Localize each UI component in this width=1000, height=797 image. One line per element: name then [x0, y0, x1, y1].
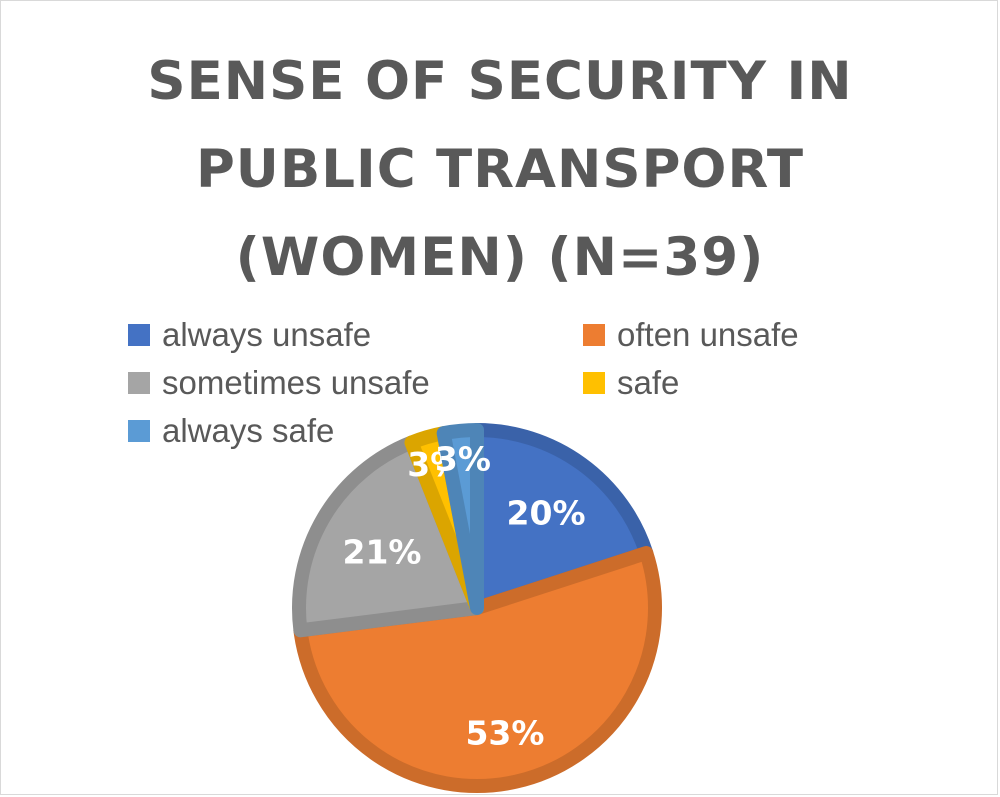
pie-slice-always-safe [436, 423, 484, 615]
legend-swatch [583, 372, 605, 394]
chart-title-line-2: PUBLIC TRANSPORT [195, 139, 805, 200]
legend-label: always safe [162, 412, 335, 449]
legend-label: safe [617, 364, 680, 401]
legend-label: sometimes unsafe [162, 364, 430, 401]
data-label-sometimes-unsafe: 21% [343, 532, 422, 571]
legend-label: often unsafe [617, 316, 799, 353]
pie-slice-sometimes-unsafe [292, 435, 484, 638]
legend-swatch [128, 372, 150, 394]
legend-item-always-unsafe: always unsafe [128, 316, 371, 354]
data-label-always-unsafe: 20% [507, 493, 586, 532]
legend-swatch [583, 324, 605, 346]
legend-item-sometimes-unsafe: sometimes unsafe [128, 364, 430, 402]
chart-title-line-3: (WOMEN) (N=39) [235, 227, 765, 288]
chart-title: SENSE OF SECURITY IN PUBLIC TRANSPORT (W… [0, 38, 1000, 302]
legend-item-safe: safe [583, 364, 679, 402]
legend-swatch [128, 420, 150, 442]
data-label-always-safe: 3% [435, 440, 491, 479]
legend-label: always unsafe [162, 316, 372, 353]
chart-title-line-1: SENSE OF SECURITY IN [147, 51, 853, 112]
legend-item-often-unsafe: often unsafe [583, 316, 799, 354]
legend-swatch [128, 324, 150, 346]
pie-slice-often-unsafe [293, 545, 662, 793]
data-label-often-unsafe: 53% [465, 714, 544, 753]
legend-item-always-safe: always safe [128, 412, 334, 450]
